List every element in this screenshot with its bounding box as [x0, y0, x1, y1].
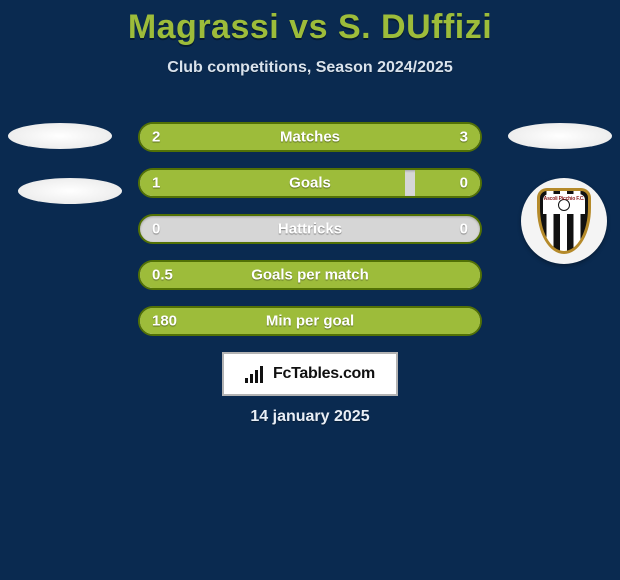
stat-bar: 1Goals0	[138, 168, 482, 198]
left-club-ellipse-2	[18, 178, 122, 204]
stat-bar: 2Matches3	[138, 122, 482, 152]
stat-value-right: 0	[460, 175, 468, 192]
left-club-ellipse-1	[8, 123, 112, 149]
bar-chart-icon	[245, 365, 267, 383]
stat-label: Hattricks	[140, 221, 480, 238]
stat-label: Min per goal	[140, 313, 480, 330]
stat-label: Goals	[140, 175, 480, 192]
player1-name: Magrassi	[128, 8, 279, 46]
subtitle: Club competitions, Season 2024/2025	[0, 59, 620, 77]
fctables-logo[interactable]: FcTables.com	[222, 352, 398, 396]
club-shield-label: Ascoli Picchio F.C.	[540, 196, 588, 202]
stat-value-right: 0	[460, 221, 468, 238]
stat-label: Goals per match	[140, 267, 480, 284]
stats-bars: 2Matches31Goals00Hattricks00.5Goals per …	[138, 122, 482, 352]
page-title: Magrassi vs S. DUffizi	[0, 0, 620, 47]
stat-bar: 180Min per goal	[138, 306, 482, 336]
stat-value-right: 3	[460, 129, 468, 146]
club-shield-icon: Ascoli Picchio F.C.	[537, 188, 591, 254]
player2-name: S. DUffizi	[338, 8, 492, 46]
right-club-badge: Ascoli Picchio F.C.	[521, 178, 607, 264]
snapshot-date: 14 january 2025	[0, 408, 620, 426]
stat-bar: 0.5Goals per match	[138, 260, 482, 290]
vs-word: vs	[289, 8, 328, 46]
stat-label: Matches	[140, 129, 480, 146]
right-club-ellipse	[508, 123, 612, 149]
fctables-logo-text: FcTables.com	[273, 365, 375, 383]
stat-bar: 0Hattricks0	[138, 214, 482, 244]
